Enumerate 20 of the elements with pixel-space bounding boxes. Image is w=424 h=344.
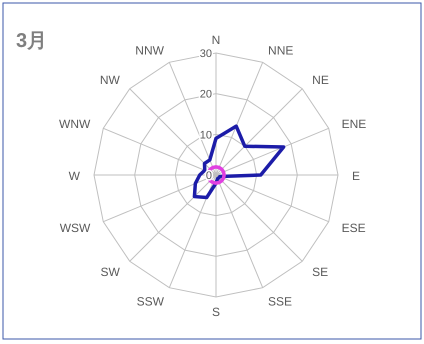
spoke-label: WSW (60, 221, 92, 236)
spoke-label: NNE (268, 43, 294, 58)
spoke-label: W (68, 169, 81, 183)
spoke-label: S (212, 305, 220, 319)
spoke-label: NE (312, 72, 329, 87)
spoke-label: NNW (135, 43, 165, 58)
y-tick-label: 20 (200, 88, 212, 101)
spoke-label: SE (312, 265, 328, 280)
spoke-label: WNW (59, 116, 92, 131)
y-tick-label: 30 (200, 48, 212, 60)
spoke-label: SSW (136, 294, 165, 309)
spoke-label: E (352, 169, 360, 183)
spoke-label: ESE (342, 221, 366, 236)
spoke-label: ENE (342, 116, 366, 131)
chart-title: 3月 (16, 30, 48, 52)
spoke-label: N (212, 33, 220, 47)
spoke-label: NW (100, 72, 120, 87)
y-tick-label: 10 (200, 129, 212, 142)
spoke-label: SW (100, 265, 120, 280)
spoke-label: SSE (268, 294, 292, 309)
